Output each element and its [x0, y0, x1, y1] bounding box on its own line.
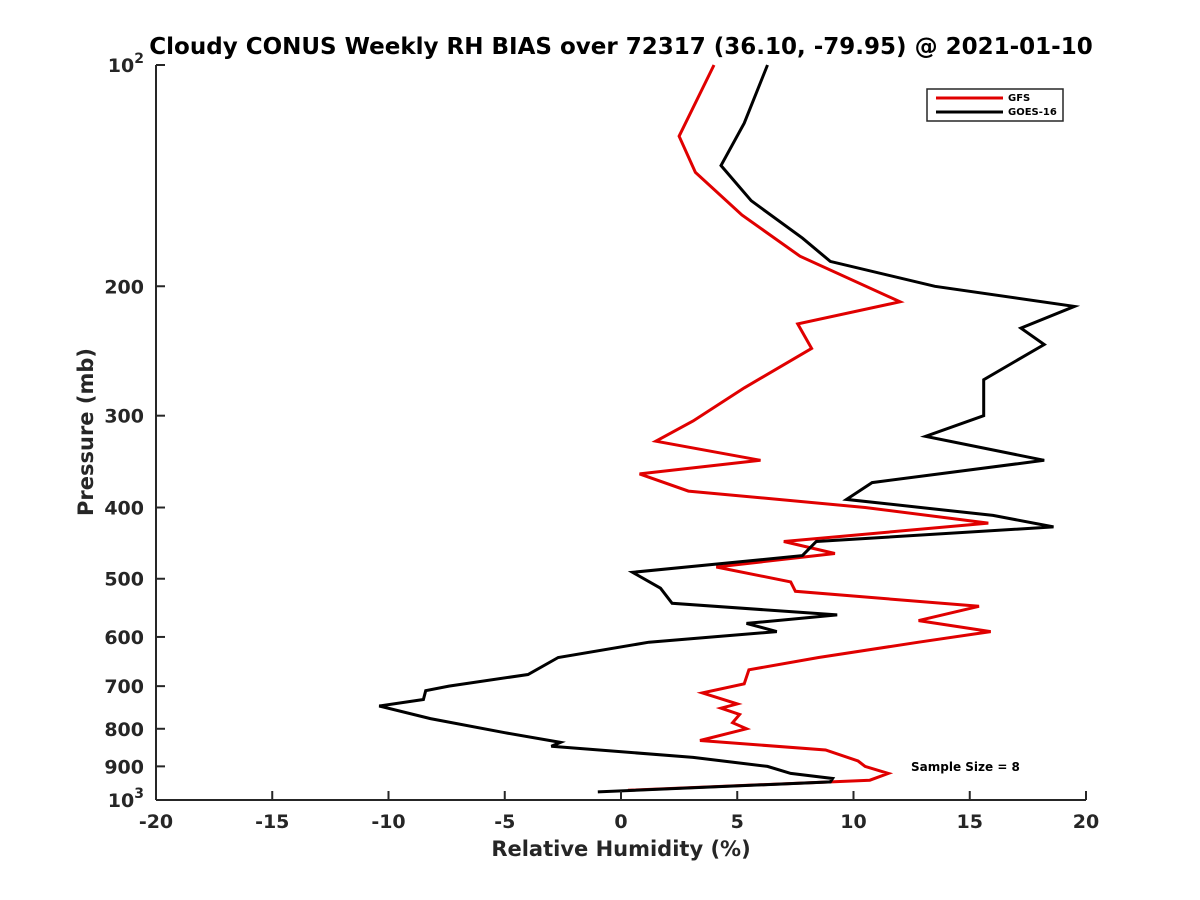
- y-tick-label: 102: [108, 51, 144, 77]
- x-ticks: -20 -15 -10 -5 0 5 10 15 20: [139, 791, 1099, 833]
- x-tick-label: 20: [1073, 811, 1099, 833]
- x-tick-label: -10: [371, 811, 405, 833]
- x-tick-label: 10: [840, 811, 866, 833]
- y-tick-label: 700: [104, 676, 144, 698]
- y-tick-label: 200: [104, 276, 144, 298]
- y-tick-label: 900: [104, 756, 144, 778]
- x-tick-label: -20: [139, 811, 173, 833]
- x-tick-label: -15: [255, 811, 289, 833]
- chart-title: Cloudy CONUS Weekly RH BIAS over 72317 (…: [149, 34, 1092, 60]
- y-tick-label: 103: [108, 786, 144, 812]
- y-tick-label: 800: [104, 719, 144, 741]
- y-tick-label: 500: [104, 569, 144, 591]
- y-axis-label: Pressure (mb): [74, 348, 98, 516]
- x-tick-label: 15: [957, 811, 983, 833]
- sample-size-annotation: Sample Size = 8: [911, 760, 1020, 774]
- x-axis-label: Relative Humidity (%): [491, 837, 750, 861]
- y-tick-label: 400: [104, 498, 144, 520]
- plot-area: [378, 64, 1081, 794]
- y-ticks: 102 200 300 400 500 600 700 800 900 103: [104, 51, 165, 812]
- legend-box: [926, 88, 1064, 122]
- x-tick-label: 5: [731, 811, 744, 833]
- legend-label-goes16: GOES-16: [1008, 107, 1057, 118]
- x-tick-label: -5: [494, 811, 515, 833]
- legend: GFS GOES-16: [926, 88, 1064, 122]
- legend-label-gfs: GFS: [1008, 93, 1030, 104]
- series-line-goes16: [378, 64, 1081, 794]
- series-line-gfs: [627, 64, 991, 792]
- y-tick-label: 600: [104, 627, 144, 649]
- x-tick-label: 0: [614, 811, 627, 833]
- y-tick-label: 300: [104, 406, 144, 428]
